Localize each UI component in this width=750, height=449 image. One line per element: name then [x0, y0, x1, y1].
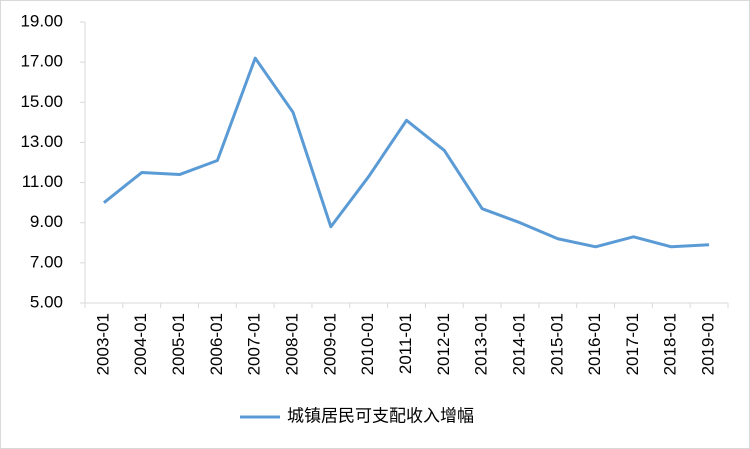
legend-label: 城镇居民可支配收入增幅 [287, 406, 474, 425]
x-tick-label: 2006-01 [207, 313, 226, 375]
x-tick-label: 2003-01 [93, 313, 112, 375]
y-tick-label: 17.00 [20, 52, 63, 71]
y-tick-label: 15.00 [20, 92, 63, 111]
x-tick-label: 2010-01 [358, 313, 377, 375]
x-tick-label: 2018-01 [661, 313, 680, 375]
x-tick-label: 2009-01 [320, 313, 339, 375]
x-tick-label: 2011-01 [396, 313, 415, 374]
x-tick-label: 2012-01 [434, 313, 453, 375]
x-tick-label: 2019-01 [699, 313, 718, 375]
x-tick-label: 2013-01 [472, 313, 491, 375]
y-tick-label: 19.00 [20, 11, 63, 30]
y-tick-label: 7.00 [30, 252, 63, 271]
x-tick-label: 2005-01 [169, 313, 188, 375]
x-tick-label: 2016-01 [585, 313, 604, 375]
x-tick-label: 2015-01 [547, 313, 566, 375]
y-tick-label: 11.00 [22, 172, 63, 191]
y-tick-label: 5.00 [30, 292, 63, 311]
x-tick-label: 2007-01 [245, 313, 264, 375]
x-tick-label: 2017-01 [623, 313, 642, 375]
x-tick-label: 2014-01 [509, 313, 528, 375]
data-line [102, 56, 710, 249]
x-tick-label: 2008-01 [283, 313, 302, 375]
y-tick-label: 13.00 [20, 132, 63, 151]
x-tick-label: 2004-01 [131, 313, 150, 375]
y-tick-label: 9.00 [30, 212, 63, 231]
